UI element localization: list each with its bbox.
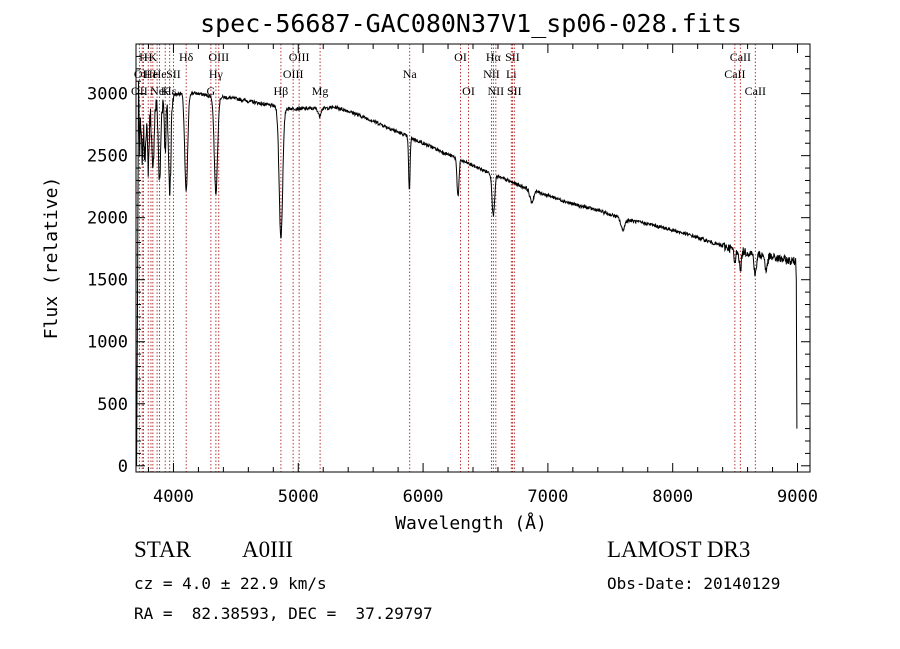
line-marker-label: Hγ — [209, 67, 224, 81]
line-marker-label: CaII — [745, 84, 766, 98]
line-marker-label: K — [149, 50, 158, 64]
line-marker-label: Ne — [150, 84, 164, 98]
x-axis: 4000 5000 6000 7000 8000 9000 — [147, 44, 818, 507]
line-marker-label: He — [144, 67, 158, 81]
x-tick-label: 4000 — [153, 487, 194, 507]
x-axis-label: Wavelength (Å) — [395, 512, 547, 534]
emission-line-markers: OIIOIIHHHeKNeHeKHεSIIHδGHγOIIIHβOIIIOIII… — [131, 44, 766, 472]
y-tick-label: 3000 — [87, 85, 128, 105]
line-marker-label: SII — [507, 84, 522, 98]
line-marker-label: He — [153, 67, 167, 81]
line-marker-label: OIII — [289, 50, 310, 64]
line-marker-label: SII — [505, 50, 520, 64]
line-marker-label: K — [161, 84, 170, 98]
line-marker-label: OIII — [283, 67, 304, 81]
line-marker-label: NII — [488, 84, 505, 98]
line-marker-label: H — [139, 50, 148, 64]
y-tick-label: 2000 — [87, 209, 128, 229]
line-marker-label: OII — [134, 67, 151, 81]
survey-name: LAMOST DR3 — [607, 537, 751, 562]
spectrum-line — [136, 81, 798, 466]
line-marker-label: H — [144, 50, 153, 64]
line-marker-label: SII — [166, 67, 181, 81]
line-marker-label: Hβ — [274, 84, 289, 98]
y-tick-label: 1500 — [87, 271, 128, 291]
line-marker-label: OII — [131, 84, 148, 98]
line-marker-label: NII — [483, 67, 500, 81]
object-subclass: A0III — [242, 537, 294, 562]
chart-title: spec-56687-GAC080N37V1_sp06-028.fits — [200, 9, 742, 38]
line-marker-label: G — [207, 84, 216, 98]
line-marker-label: CaII — [724, 67, 745, 81]
object-class: STAR — [134, 537, 191, 562]
x-tick-label: 5000 — [278, 487, 319, 507]
spectrum-series — [136, 81, 798, 466]
x-tick-label: 9000 — [777, 487, 818, 507]
y-tick-label: 1000 — [87, 333, 128, 353]
line-marker-label: Hδ — [179, 50, 194, 64]
y-axis: 0 500 1000 1500 2000 2500 3000 — [87, 55, 810, 477]
y-tick-label: 2500 — [87, 147, 128, 167]
line-marker-label: Li — [506, 67, 517, 81]
coordinates: RA = 82.38593, DEC = 37.29797 — [134, 604, 433, 623]
redshift-readout: cz = 4.0 ± 22.9 km/s — [134, 574, 327, 593]
y-tick-label: 500 — [97, 395, 128, 415]
line-marker-label: OI — [454, 50, 467, 64]
x-tick-label: 6000 — [403, 487, 444, 507]
line-marker-label: Hα — [486, 50, 502, 64]
y-axis-label: Flux (relative) — [41, 177, 62, 340]
line-marker-label: Na — [403, 67, 418, 81]
line-marker-label: CaII — [730, 50, 751, 64]
line-marker-label: Hε — [163, 84, 177, 98]
x-tick-label: 8000 — [652, 487, 693, 507]
line-marker-label: OIII — [208, 50, 229, 64]
y-tick-label: 0 — [118, 457, 128, 477]
x-tick-label: 7000 — [527, 487, 568, 507]
obs-date: Obs-Date: 20140129 — [607, 574, 781, 593]
line-marker-label: Mg — [312, 84, 329, 98]
plot-frame — [135, 43, 811, 473]
line-marker-label: OI — [462, 84, 475, 98]
